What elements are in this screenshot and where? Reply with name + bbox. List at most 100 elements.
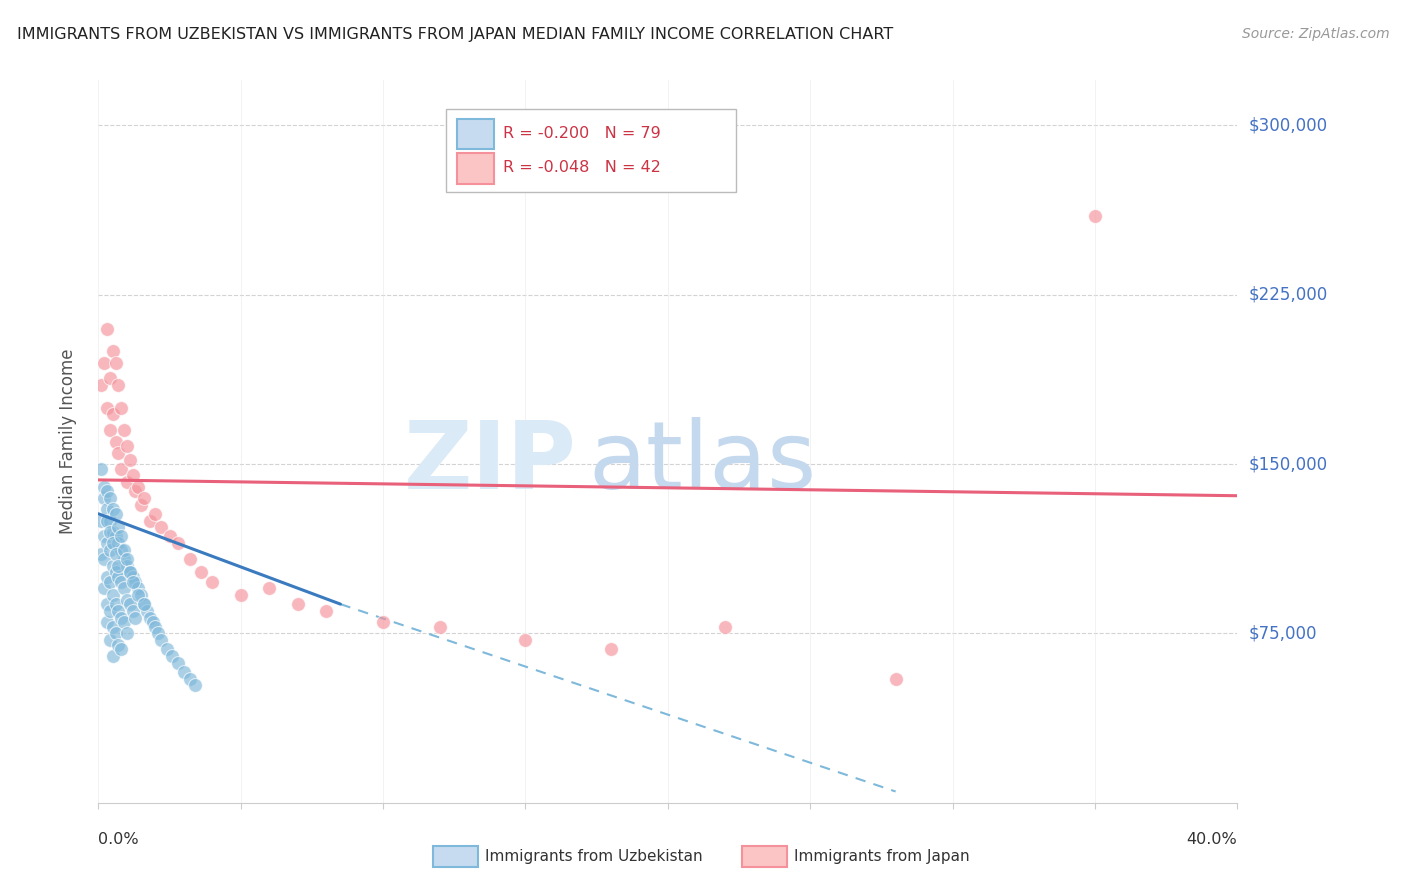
Point [112,582,135,596]
Point [104,529,127,543]
Point [127,480,149,494]
Point [93,355,115,369]
Point [104,626,127,640]
Point [156,642,179,657]
Point [135,604,157,618]
Point [107,604,129,618]
Point [110,642,132,657]
Text: $75,000: $75,000 [1249,624,1317,642]
Point [96,615,118,630]
Point [98,633,121,648]
Point [373,615,395,630]
Point [110,610,132,624]
Point [101,344,124,359]
Text: atlas: atlas [588,417,817,509]
Point [98,423,121,437]
Point [115,552,138,566]
Point [96,321,118,335]
Point [93,480,115,494]
Point [132,491,155,505]
Point [121,604,143,618]
Point [90,378,112,392]
Point [98,542,121,557]
Point [90,514,112,528]
Point [129,498,152,512]
Point [96,502,118,516]
Point [124,574,146,589]
Point [90,461,112,475]
Point [179,552,201,566]
Point [429,620,451,634]
Point [118,566,141,580]
Point [90,548,112,562]
Point [132,597,155,611]
Point [104,355,127,369]
Point [104,434,127,449]
Point [515,633,537,648]
Point [115,626,138,640]
Point [287,597,309,611]
Point [115,475,138,490]
Point [145,507,167,521]
Point [104,548,127,562]
Point [884,672,907,686]
Y-axis label: Median Family Income: Median Family Income [59,349,77,534]
Point [173,665,195,679]
Point [129,588,152,602]
Point [96,484,118,499]
Point [98,491,121,505]
Text: 40.0%: 40.0% [1187,831,1237,847]
Point [145,620,167,634]
Point [124,484,146,499]
Point [107,520,129,534]
Point [98,604,121,618]
Point [115,439,138,453]
Text: Source: ZipAtlas.com: Source: ZipAtlas.com [1241,27,1389,41]
Text: $150,000: $150,000 [1249,455,1327,473]
Point [315,604,337,618]
Point [96,514,118,528]
Point [201,574,224,589]
Point [96,597,118,611]
Point [112,423,135,437]
Point [93,529,115,543]
Text: R = -0.048   N = 42: R = -0.048 N = 42 [503,161,661,175]
Point [121,570,143,584]
Point [107,558,129,573]
Point [110,574,132,589]
Point [150,633,173,648]
Point [190,566,212,580]
Text: $300,000: $300,000 [1249,117,1327,135]
Point [110,542,132,557]
Point [229,588,252,602]
Point [118,452,141,467]
Point [121,468,143,483]
Point [93,582,115,596]
Point [96,570,118,584]
FancyBboxPatch shape [446,109,737,193]
Text: 0.0%: 0.0% [98,831,139,847]
Point [259,582,281,596]
Point [132,597,155,611]
Point [107,446,129,460]
Point [110,461,132,475]
Text: $225,000: $225,000 [1249,285,1327,304]
Point [107,638,129,652]
Point [138,514,160,528]
Point [101,620,124,634]
Point [167,656,190,670]
Point [104,597,127,611]
Text: Immigrants from Japan: Immigrants from Japan [794,849,970,863]
Point [115,592,138,607]
Point [96,401,118,415]
Point [104,566,127,580]
Point [98,574,121,589]
Point [101,502,124,516]
Point [101,558,124,573]
Point [127,582,149,596]
Point [107,378,129,392]
Point [101,524,124,539]
Point [167,536,190,550]
Point [179,672,201,686]
Text: R = -0.200   N = 79: R = -0.200 N = 79 [503,126,661,141]
